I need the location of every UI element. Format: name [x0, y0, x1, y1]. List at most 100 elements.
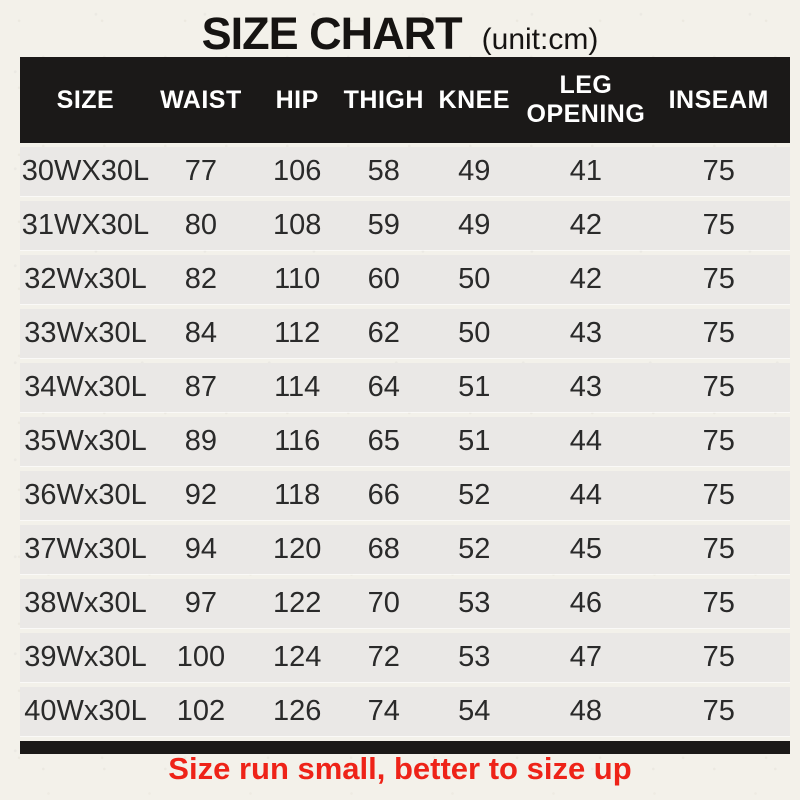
value-cell: 41	[569, 155, 603, 187]
value-cell: 82	[184, 263, 218, 295]
size-cell: 37Wx30L	[24, 533, 147, 565]
value-cell: 89	[184, 425, 218, 457]
value-cell: 60	[367, 263, 400, 295]
header-cell-leg-opening: LEG OPENING	[526, 71, 646, 128]
value-cell: 97	[184, 587, 218, 619]
value-cell: 51	[458, 371, 491, 403]
value-cell: 110	[274, 263, 321, 295]
value-cell: 43	[569, 317, 603, 349]
value-cell: 75	[702, 209, 735, 241]
table-row: 35Wx30L 89 116 65 51 44 75	[20, 417, 790, 466]
table-row: 36Wx30L 92 118 66 52 44 75	[20, 471, 790, 520]
unit-label: (unit:cm)	[481, 23, 599, 56]
size-cell: 31WX30L	[21, 209, 150, 241]
value-cell: 77	[184, 155, 218, 187]
value-cell: 92	[184, 479, 218, 511]
header-cell-hip: HIP	[275, 85, 319, 114]
table-row: 30WX30L 77 106 58 49 41 75	[20, 147, 790, 196]
table-row: 31WX30L 80 108 59 49 42 75	[20, 201, 790, 250]
value-cell: 46	[569, 587, 603, 619]
value-cell: 106	[272, 155, 322, 187]
table-header: SIZE WAIST HIP THIGH KNEE LEG OPENING INSEAM	[20, 57, 790, 143]
value-cell: 74	[367, 695, 400, 727]
value-cell: 112	[274, 317, 321, 349]
value-cell: 75	[702, 695, 735, 727]
table-body: 30WX30L 77 106 58 49 41 75 31WX30L 80 108 59 49 42 75…	[20, 147, 790, 736]
header-cell-knee: KNEE	[438, 85, 510, 114]
value-cell: 100	[176, 641, 226, 673]
value-cell: 75	[702, 155, 735, 187]
value-cell: 80	[184, 209, 218, 241]
value-cell: 62	[367, 317, 400, 349]
header-cell-size: SIZE	[56, 85, 115, 114]
value-cell: 53	[458, 641, 491, 673]
value-cell: 47	[569, 641, 603, 673]
value-cell: 51	[458, 425, 491, 457]
value-cell: 75	[702, 371, 735, 403]
value-cell: 118	[274, 479, 321, 511]
size-cell: 39Wx30L	[24, 641, 147, 673]
value-cell: 87	[184, 371, 218, 403]
value-cell: 75	[702, 533, 735, 565]
size-cell: 30WX30L	[21, 155, 150, 187]
table-row: 32Wx30L 82 110 60 50 42 75	[20, 255, 790, 304]
value-cell: 66	[367, 479, 400, 511]
value-cell: 49	[458, 209, 491, 241]
value-cell: 58	[367, 155, 400, 187]
table-row: 37Wx30L 94 120 68 52 45 75	[20, 525, 790, 574]
size-cell: 36Wx30L	[24, 479, 147, 511]
value-cell: 54	[458, 695, 491, 727]
value-cell: 52	[458, 479, 491, 511]
value-cell: 48	[569, 695, 603, 727]
value-cell: 42	[569, 263, 603, 295]
value-cell: 72	[367, 641, 400, 673]
value-cell: 75	[702, 641, 735, 673]
value-cell: 49	[458, 155, 491, 187]
value-cell: 68	[367, 533, 400, 565]
value-cell: 44	[569, 479, 603, 511]
value-cell: 75	[702, 317, 735, 349]
table-bottom-divider	[20, 741, 790, 754]
value-cell: 120	[272, 533, 322, 565]
value-cell: 84	[184, 317, 218, 349]
header-cell-inseam: INSEAM	[668, 85, 769, 114]
value-cell: 94	[184, 533, 218, 565]
size-cell: 40Wx30L	[24, 695, 147, 727]
value-cell: 102	[176, 695, 226, 727]
value-cell: 64	[367, 371, 400, 403]
size-cell: 34Wx30L	[24, 371, 147, 403]
table-row: 33Wx30L 84 112 62 50 43 75	[20, 309, 790, 358]
value-cell: 52	[458, 533, 491, 565]
value-cell: 75	[702, 263, 735, 295]
value-cell: 45	[569, 533, 603, 565]
value-cell: 50	[458, 263, 491, 295]
size-cell: 33Wx30L	[24, 317, 147, 349]
value-cell: 75	[702, 587, 735, 619]
header-cell-thigh: THIGH	[343, 85, 424, 114]
table-row: 34Wx30L 87 114 64 51 43 75	[20, 363, 790, 412]
value-cell: 44	[569, 425, 603, 457]
header-cell-waist: WAIST	[160, 85, 242, 114]
value-cell: 43	[569, 371, 603, 403]
value-cell: 122	[272, 587, 322, 619]
value-cell: 59	[367, 209, 400, 241]
value-cell: 53	[458, 587, 491, 619]
size-table: SIZE WAIST HIP THIGH KNEE LEG OPENING INSEAM 3…	[20, 57, 790, 754]
value-cell: 116	[274, 425, 321, 457]
value-cell: 65	[367, 425, 400, 457]
value-cell: 50	[458, 317, 491, 349]
value-cell: 124	[272, 641, 322, 673]
size-cell: 35Wx30L	[24, 425, 147, 457]
table-row: 40Wx30L 102 126 74 54 48 75	[20, 687, 790, 736]
page-title: SIZE CHART (unit:cm)	[0, 8, 800, 60]
value-cell: 108	[272, 209, 322, 241]
value-cell: 70	[367, 587, 400, 619]
title-text: SIZE CHART	[201, 8, 463, 59]
value-cell: 126	[272, 695, 322, 727]
table-row: 39Wx30L 100 124 72 53 47 75	[20, 633, 790, 682]
size-advice-note: Size run small, better to size up	[168, 751, 632, 786]
size-cell: 38Wx30L	[24, 587, 147, 619]
value-cell: 114	[274, 371, 321, 403]
size-cell: 32Wx30L	[24, 263, 147, 295]
